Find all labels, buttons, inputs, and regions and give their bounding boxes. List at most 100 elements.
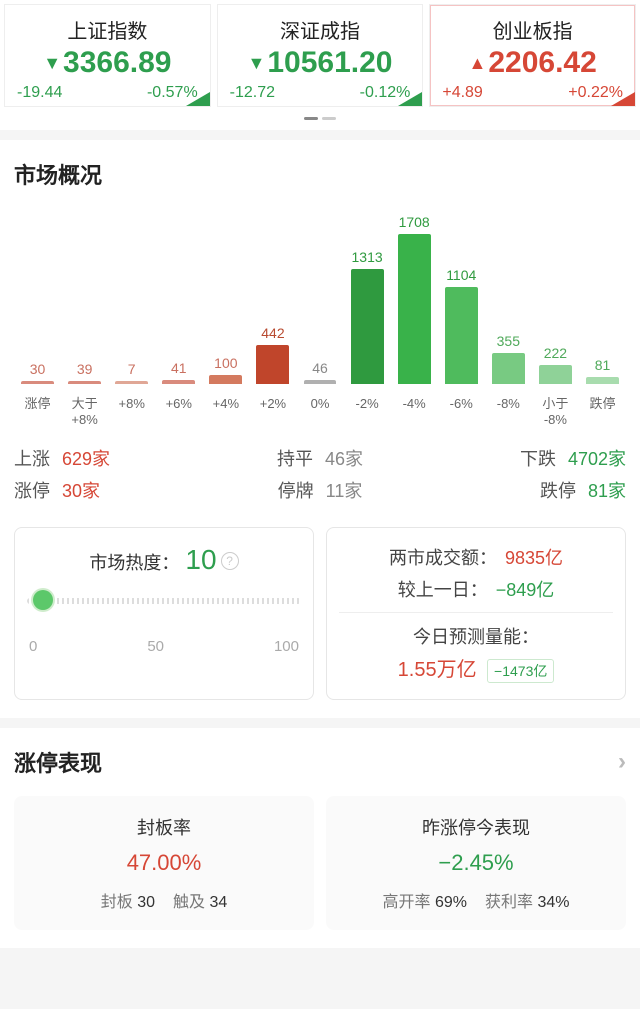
bar-value-label: 1313: [352, 249, 383, 265]
bar-category-label: -6%: [438, 396, 485, 427]
bar-rect: [539, 365, 572, 384]
corner-decoration: [398, 92, 422, 106]
summary-label: 涨停: [14, 477, 50, 503]
slider-tick: 0: [29, 638, 37, 655]
bar-category-label: +8%: [108, 396, 155, 427]
carousel-pager: [0, 107, 640, 130]
slider-thumb[interactable]: [33, 590, 53, 610]
bar-category-label: 涨停: [14, 396, 61, 427]
heat-label: 市场热度：: [89, 553, 179, 573]
index-name: 深证成指: [222, 15, 419, 44]
sub-value: 34: [209, 894, 227, 911]
bar-column[interactable]: 1104: [438, 208, 485, 384]
index-card[interactable]: 创业板指▲2206.42 +4.89+0.22%: [429, 4, 636, 107]
bar-value-label: 1104: [446, 267, 476, 283]
seal-rate-card[interactable]: 封板率 47.00% 封板 30 触及 34: [14, 796, 314, 930]
slider-tick: 50: [147, 638, 164, 655]
heat-slider[interactable]: [27, 590, 301, 610]
predict-value: 1.55万亿: [398, 659, 477, 681]
bar-rect: [115, 381, 148, 384]
bar-rect: [492, 353, 525, 384]
card-value: 47.00%: [24, 850, 304, 876]
bar-column[interactable]: 1313: [344, 208, 391, 384]
bar-value-label: 30: [30, 361, 46, 377]
bar-category-label: 0%: [296, 396, 343, 427]
index-cards-row: 上证指数▼3366.89 -19.44-0.57% 深证成指▼10561.20-12…: [0, 0, 640, 107]
bar-value-label: 46: [312, 360, 328, 376]
turnover-panel: 两市成交额： 9835亿 较上一日： −849亿 今日预测量能： 1.55万亿 …: [326, 527, 626, 700]
corner-decoration: [611, 92, 635, 106]
bar-rect: [209, 375, 242, 384]
yesterday-limit-card[interactable]: 昨涨停今表现 −2.45% 高开率 69% 获利率 34%: [326, 796, 626, 930]
index-change: -19.44-0.57%: [9, 84, 206, 102]
bar-category-label: -2%: [344, 396, 391, 427]
corner-decoration: [186, 92, 210, 106]
bar-value-label: 39: [77, 361, 93, 377]
bar-rect: [68, 381, 101, 384]
bar-column[interactable]: 81: [579, 208, 626, 384]
bar-column[interactable]: 46: [296, 208, 343, 384]
triangle-up-icon: ▲: [469, 53, 487, 74]
bar-value-label: 1708: [399, 214, 430, 230]
bar-rect: [21, 381, 54, 384]
predict-delta: −1473亿: [487, 659, 554, 683]
bar-rect: [398, 234, 431, 384]
bar-category-label: -4%: [391, 396, 438, 427]
chevron-right-icon[interactable]: ›: [618, 748, 626, 776]
bar-category-label: +6%: [155, 396, 202, 427]
bar-value-label: 355: [497, 333, 520, 349]
summary-value: 11家: [326, 477, 363, 503]
bar-category-label: 大于+8%: [61, 396, 108, 427]
bar-column[interactable]: 355: [485, 208, 532, 384]
triangle-down-icon: ▼: [43, 53, 61, 74]
market-summary: 上涨629家 持平46家 下跌4702家 涨停30家 停牌11家 跌停81家: [14, 445, 626, 503]
distribution-bar-chart: 30 39 7 41 100 442 46 1313 1708 1104 355 222 81: [14, 208, 626, 388]
index-card[interactable]: 深证成指▼10561.20-12.72-0.12%: [217, 4, 424, 107]
bar-value-label: 41: [171, 360, 187, 376]
bar-column[interactable]: 222: [532, 208, 579, 384]
turnover-vs-value: −849亿: [496, 576, 555, 602]
index-value: ▲2206.42: [434, 46, 631, 80]
summary-label: 持平: [277, 445, 313, 471]
heat-value: 10: [185, 544, 216, 575]
index-change: -12.72-0.12%: [222, 84, 419, 102]
index-change: +4.89+0.22%: [434, 84, 631, 102]
pager-dot: [322, 117, 336, 120]
bar-column[interactable]: 30: [14, 208, 61, 384]
sub-label: 高开率: [383, 894, 431, 911]
bar-column[interactable]: 100: [202, 208, 249, 384]
sub-label: 获利率: [485, 894, 533, 911]
index-name: 上证指数: [9, 15, 206, 44]
index-name: 创业板指: [434, 15, 631, 44]
summary-value: 629家: [62, 445, 110, 471]
bar-value-label: 100: [214, 355, 237, 371]
section-title: 涨停表现: [14, 746, 102, 778]
index-value: ▼3366.89: [9, 46, 206, 80]
sub-value: 34%: [537, 894, 569, 911]
limit-up-section[interactable]: 涨停表现 › 封板率 47.00% 封板 30 触及 34 昨涨停今表现 −2.…: [0, 728, 640, 948]
card-value: −2.45%: [336, 850, 616, 876]
turnover-total-label: 两市成交额：: [389, 544, 497, 570]
help-icon[interactable]: ?: [221, 552, 239, 570]
bar-category-label: -8%: [485, 396, 532, 427]
turnover-total-value: 9835亿: [505, 544, 563, 570]
summary-value: 81家: [588, 477, 626, 503]
summary-label: 上涨: [14, 445, 50, 471]
sub-value: 30: [137, 894, 155, 911]
bar-column[interactable]: 41: [155, 208, 202, 384]
bar-rect: [304, 380, 337, 384]
bar-value-label: 222: [544, 345, 567, 361]
sub-label: 封板: [101, 894, 133, 911]
index-card[interactable]: 上证指数▼3366.89 -19.44-0.57%: [4, 4, 211, 107]
bar-rect: [445, 287, 478, 384]
bar-column[interactable]: 39: [61, 208, 108, 384]
bar-column[interactable]: 442: [249, 208, 296, 384]
market-heat-panel: 市场热度：10? 0 50 100: [14, 527, 314, 700]
bar-category-label: 跌停: [579, 396, 626, 427]
bar-value-label: 442: [261, 325, 284, 341]
predict-label: 今日预测量能：: [339, 623, 613, 649]
bar-column[interactable]: 7: [108, 208, 155, 384]
bar-column[interactable]: 1708: [391, 208, 438, 384]
card-title: 昨涨停今表现: [336, 814, 616, 840]
summary-label: 跌停: [540, 477, 576, 503]
